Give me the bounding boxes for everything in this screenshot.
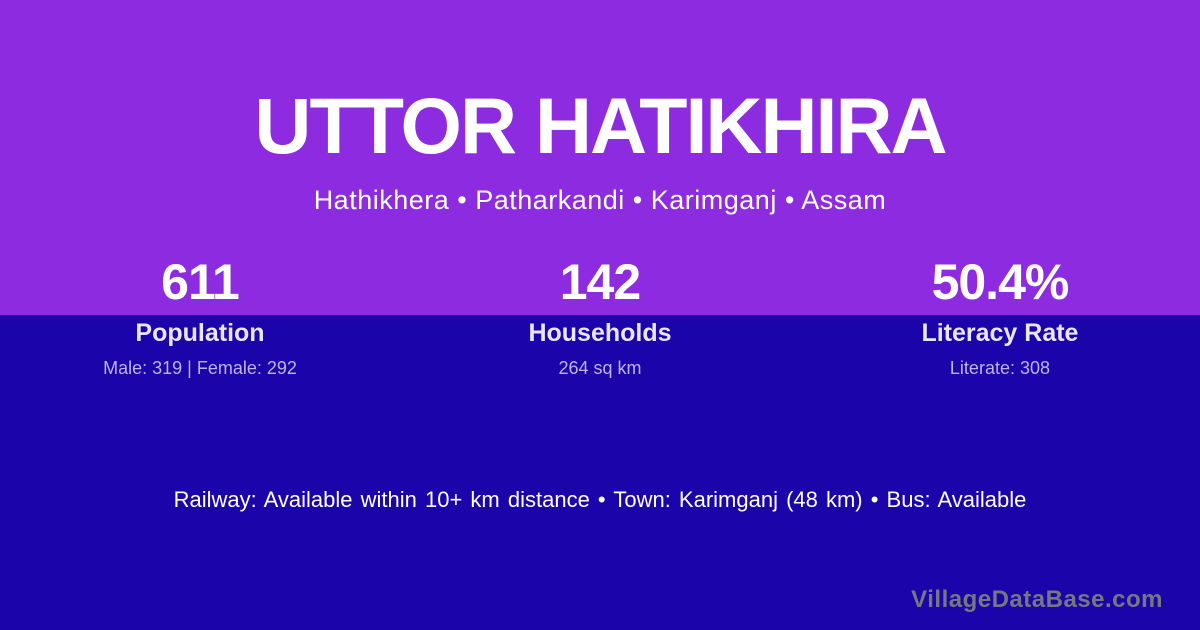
page-title: UTTOR HATIKHIRA [254, 81, 947, 170]
stat-literacy: 50.4% Literacy Rate Literate: 308 [800, 250, 1200, 380]
population-detail: Male: 319 | Female: 292 [103, 358, 297, 378]
brand-watermark: VillageDataBase.com [911, 586, 1163, 613]
literacy-value: 50.4% [931, 254, 1070, 310]
population-value: 611 [161, 254, 240, 310]
stat-population: 611 Population Male: 319 | Female: 292 [0, 250, 400, 380]
households-value: 142 [559, 254, 641, 310]
households-detail: 264 sq km [558, 358, 642, 378]
breadcrumb-location: Hathikhera • Patharkandi • Karimganj • A… [313, 185, 887, 215]
literacy-detail: Literate: 308 [949, 358, 1050, 378]
literacy-label: Literacy Rate [921, 319, 1079, 347]
stats-row: 611 Population Male: 319 | Female: 292 1… [0, 250, 1200, 380]
population-label: Population [135, 319, 265, 347]
transport-info-line: Railway: Available within 10+ km distanc… [173, 487, 1027, 512]
households-label: Households [528, 319, 672, 347]
stat-households: 142 Households 264 sq km [400, 250, 800, 380]
